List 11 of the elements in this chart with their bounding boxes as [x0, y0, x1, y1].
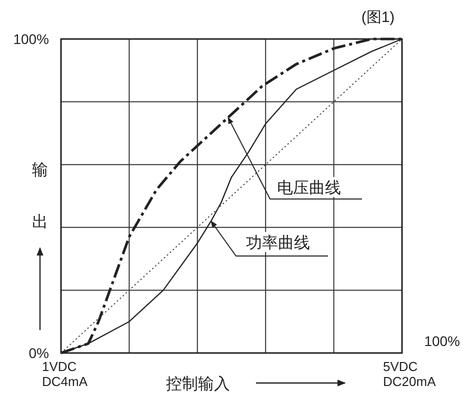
text: 输出 — [32, 162, 48, 231]
text: 100% — [424, 333, 460, 349]
text: DC4mA — [42, 374, 88, 389]
annotation: 功率曲线 — [246, 234, 310, 252]
annotation: 电压曲线 — [277, 179, 341, 197]
x-axis-title: 控制输入 — [166, 375, 230, 393]
x-tick-label: 1VDC — [42, 359, 77, 374]
y-tick-label: 0% — [28, 345, 49, 361]
text: DC20mA — [383, 374, 436, 389]
x-tick-label: 5VDC — [383, 359, 418, 374]
chart-title: (图1) — [361, 9, 395, 26]
